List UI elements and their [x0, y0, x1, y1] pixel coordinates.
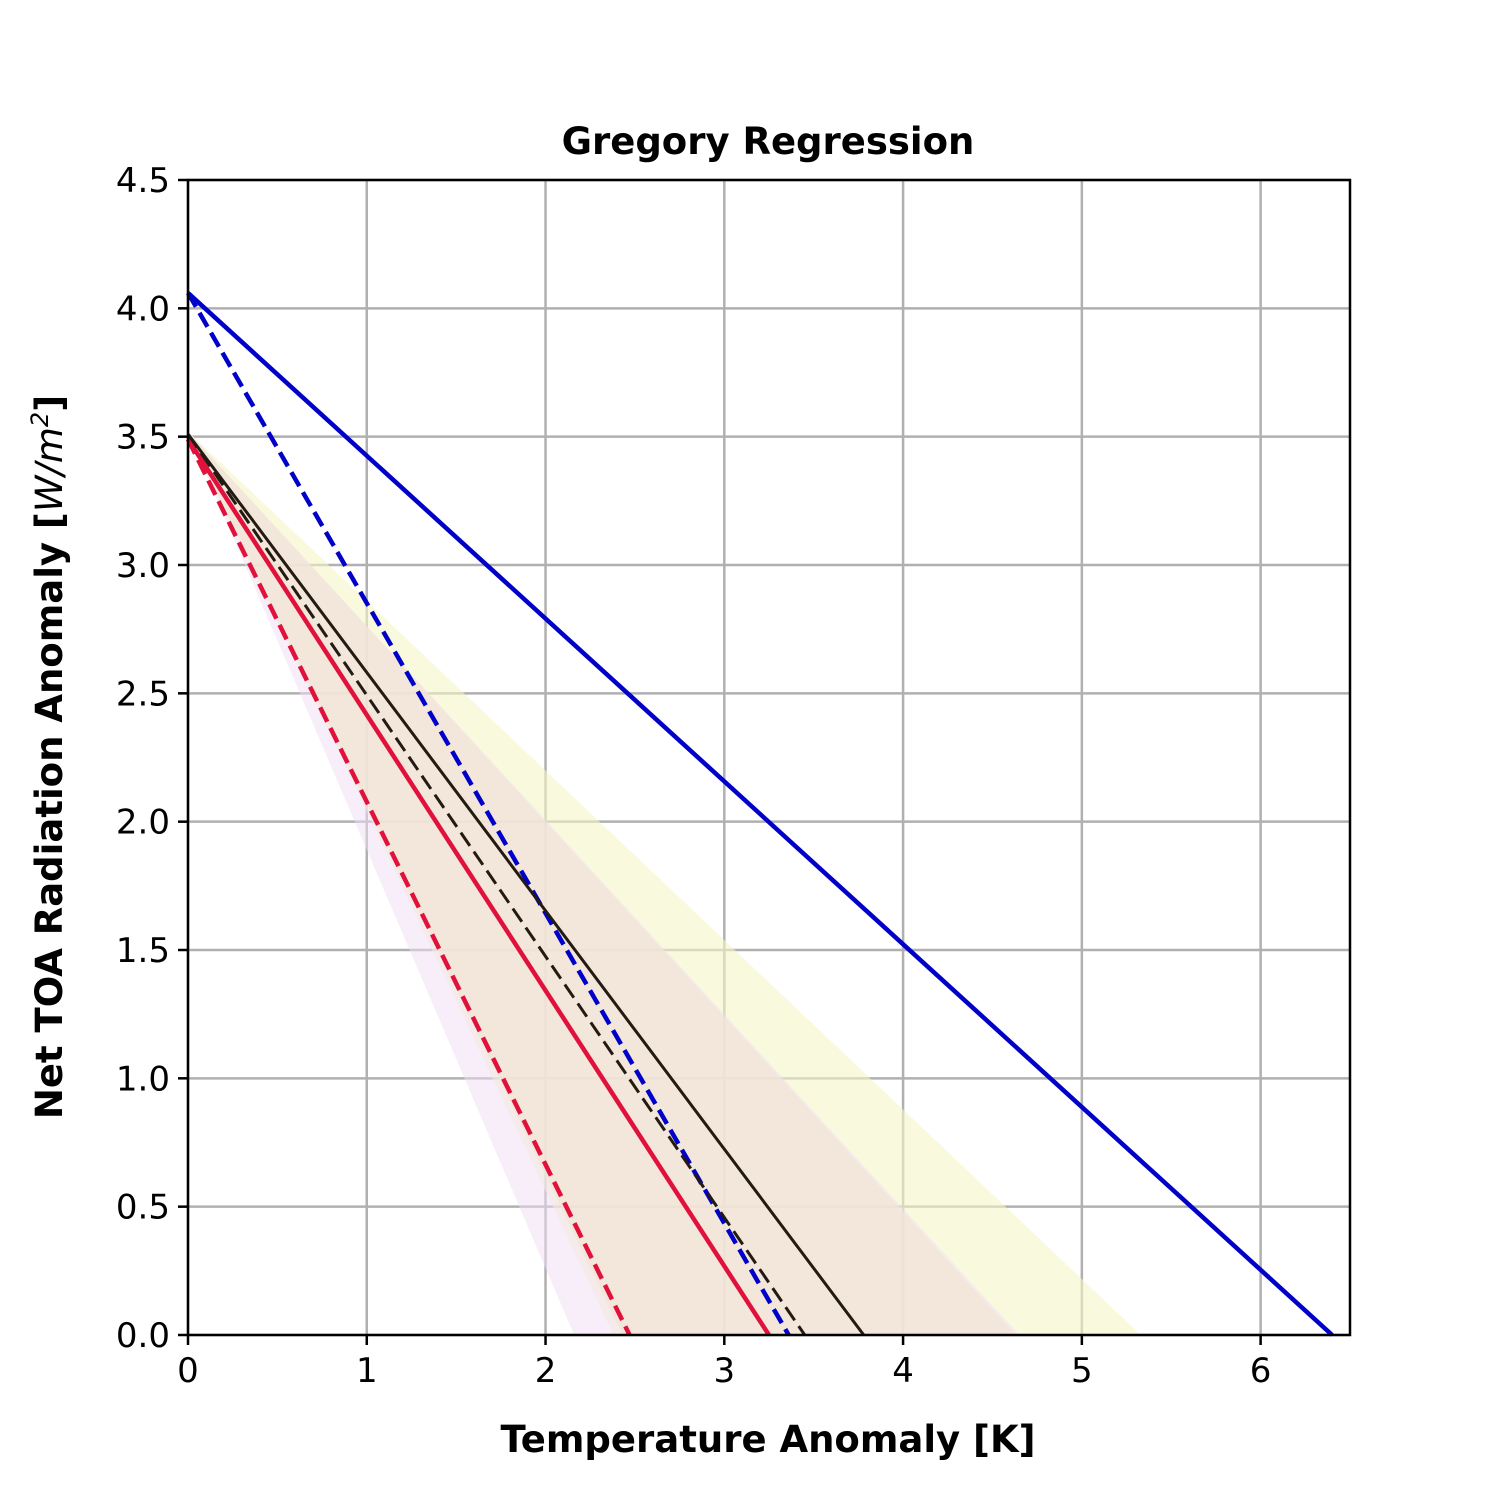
y-tick-label: 2.5: [116, 674, 170, 714]
y-tick-label: 1.0: [116, 1059, 170, 1099]
y-axis-label: Net TOA Radiation Anomaly [W/m2]: [26, 395, 71, 1119]
x-tick-label: 4: [892, 1351, 914, 1391]
uncertainty-band: [188, 431, 1016, 1335]
y-tick-label: 1.5: [116, 931, 170, 971]
y-axis-label-math: W/m: [28, 427, 71, 512]
uncertainty-band: [188, 431, 1141, 1335]
x-tick-label: 3: [713, 1351, 735, 1391]
x-axis-label: Temperature Anomaly [K]: [500, 1418, 1035, 1461]
regression-line: [186, 291, 1334, 1337]
chart-title: Gregory Regression: [562, 120, 975, 163]
y-tick-label: 4.5: [116, 161, 170, 201]
axis-ticks: 0 1 2 3 4 5 6 0.0 0.5 1.0 1.5 2.0 2.5 3.0 3.5 4.0 4.5: [116, 161, 1272, 1391]
y-tick-label: 2.0: [116, 803, 170, 843]
y-tick-label: 0.0: [116, 1316, 170, 1356]
x-tick-label: 6: [1250, 1351, 1272, 1391]
y-tick-label: 0.5: [116, 1188, 170, 1228]
regression-line: [186, 433, 806, 1336]
regression-line: [186, 438, 771, 1337]
y-tick-label: 3.0: [116, 546, 170, 586]
x-tick-label: 2: [535, 1351, 557, 1391]
y-tick-label: 4.0: [116, 289, 170, 329]
y-axis-label-sup: 2: [26, 412, 54, 427]
x-tick-label: 0: [177, 1351, 199, 1391]
regression-line: [186, 433, 865, 1336]
regression-lines: [185, 291, 1334, 1337]
x-tick-label: 1: [356, 1351, 378, 1391]
regression-line: [185, 438, 632, 1336]
plot-frame: [186, 178, 1352, 1337]
regression-line: [186, 291, 791, 1337]
y-axis-label-close: ]: [28, 395, 71, 412]
y-tick-label: 3.5: [116, 418, 170, 458]
x-tick-label: 5: [1071, 1351, 1093, 1391]
y-axis-label-main: Net TOA Radiation Anomaly [: [28, 512, 71, 1119]
